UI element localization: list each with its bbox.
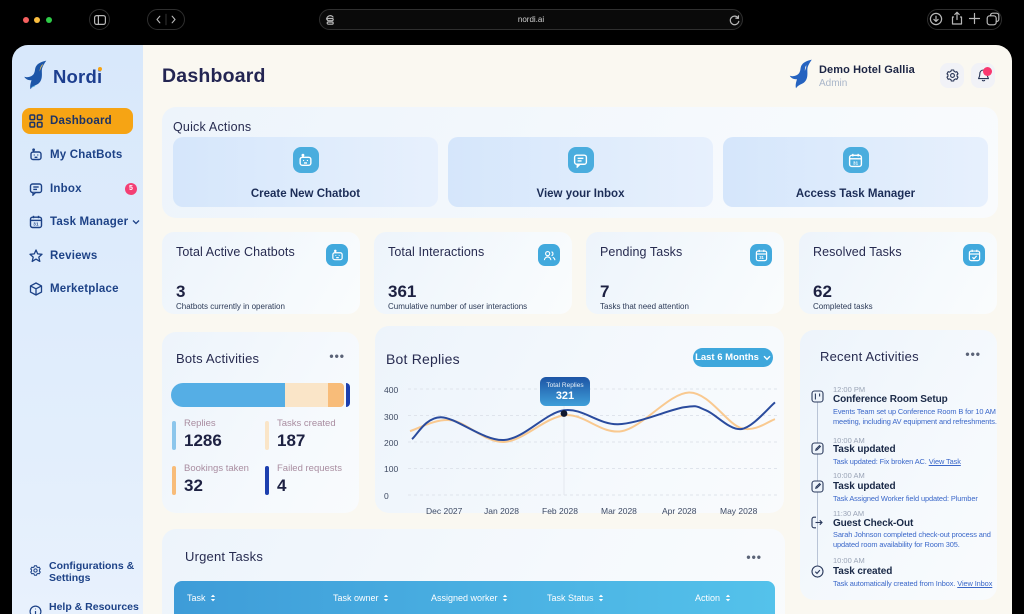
svg-text:31: 31 (759, 255, 764, 260)
svg-text:31: 31 (33, 222, 39, 227)
svg-text:31: 31 (853, 160, 859, 166)
